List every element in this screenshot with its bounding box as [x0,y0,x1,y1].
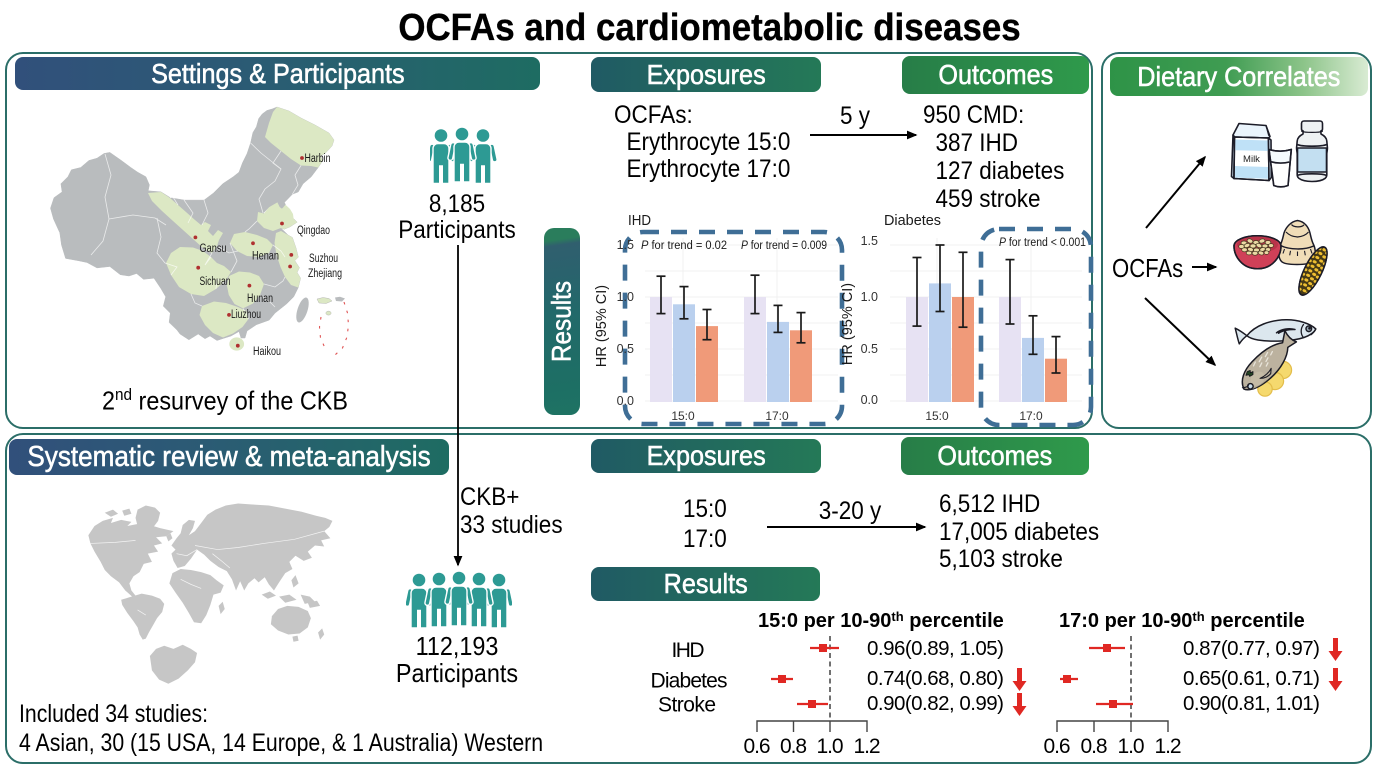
svg-text:Suzhou: Suzhou [309,253,338,265]
svg-text:HR (95% CI): HR (95% CI) [594,285,610,367]
svg-text:1.0: 1.0 [861,290,878,304]
svg-text:0.90(0.81, 1.01): 0.90(0.81, 1.01) [1183,692,1320,715]
svg-text:IHD: IHD [672,639,705,662]
svg-text:0.6: 0.6 [1044,735,1071,758]
svg-text:1.0: 1.0 [817,735,844,758]
svg-text:IHD: IHD [628,212,651,229]
svg-text:1.0: 1.0 [1118,735,1145,758]
svg-text:Harbin: Harbin [305,153,331,165]
svg-text:0.65(0.61, 0.71): 0.65(0.61, 0.71) [1183,667,1320,690]
svg-text:P for trend = 0.02: P for trend = 0.02 [641,238,727,252]
svg-text:0.5: 0.5 [861,342,878,356]
svg-text:0.8: 0.8 [780,735,807,758]
svg-text:15:0: 15:0 [671,409,695,423]
svg-text:Stroke: Stroke [658,694,716,717]
svg-text:Hunan: Hunan [247,293,273,305]
svg-text:17:0: 17:0 [1019,409,1043,423]
svg-text:0.0: 0.0 [617,394,634,408]
svg-text:0.0: 0.0 [861,393,878,407]
svg-text:1.5: 1.5 [861,234,878,248]
svg-text:15:0: 15:0 [925,409,949,423]
svg-text:0.5: 0.5 [617,342,634,356]
svg-text:Haikou: Haikou [253,346,281,358]
svg-text:P for trend = 0.009: P for trend = 0.009 [741,238,827,252]
svg-text:HR (95% CI): HR (95% CI) [840,283,856,365]
svg-text:1.0: 1.0 [617,290,634,304]
svg-text:1.5: 1.5 [617,238,634,252]
svg-text:Henan: Henan [252,251,279,263]
svg-text:Zhejiang: Zhejiang [308,268,342,280]
svg-text:15:0 per 10-90th percentile: 15:0 per 10-90th percentile [758,609,1004,632]
svg-text:0.74(0.68, 0.80): 0.74(0.68, 0.80) [867,667,1004,690]
svg-text:1.2: 1.2 [854,735,881,758]
svg-text:Sichuan: Sichuan [200,276,231,288]
svg-text:Qingdao: Qingdao [297,225,330,237]
svg-text:17:0 per 10-90th percentile: 17:0 per 10-90th percentile [1059,609,1305,632]
svg-text:Diabetes: Diabetes [651,670,728,693]
svg-text:0.6: 0.6 [744,735,771,758]
svg-text:1.2: 1.2 [1155,735,1182,758]
svg-text:Liuzhou: Liuzhou [231,309,261,321]
svg-text:0.96(0.89, 1.05): 0.96(0.89, 1.05) [867,637,1004,660]
svg-text:Diabetes: Diabetes [884,212,941,229]
svg-text:Milk: Milk [1243,154,1260,165]
svg-text:0.90(0.82, 0.99): 0.90(0.82, 0.99) [867,692,1004,715]
svg-text:P for trend < 0.001: P for trend < 0.001 [999,235,1086,249]
svg-text:17:0: 17:0 [765,409,789,423]
svg-text:Gansu: Gansu [200,243,227,255]
svg-text:0.87(0.77, 0.97): 0.87(0.77, 0.97) [1183,637,1320,660]
svg-text:0.8: 0.8 [1081,735,1108,758]
